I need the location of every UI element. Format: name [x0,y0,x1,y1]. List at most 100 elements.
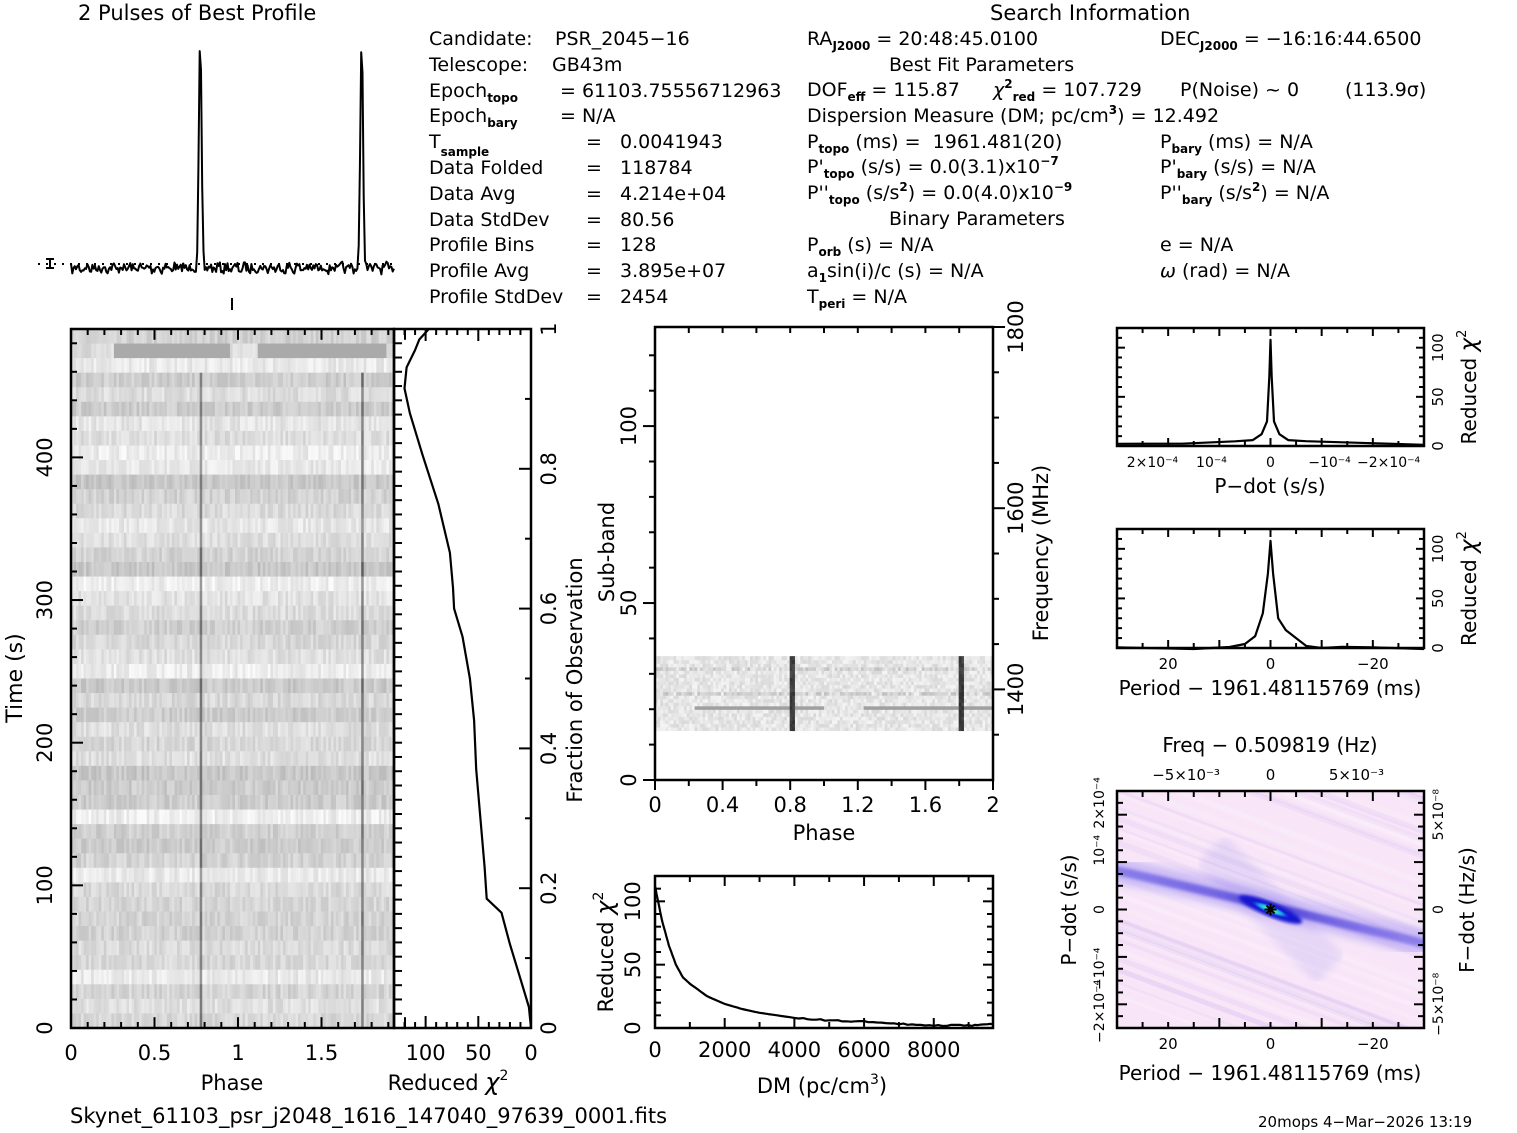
heatmap-cell [298,736,302,752]
heatmap-cell [335,736,340,752]
heatmap-cell [346,401,350,417]
heatmap-cell [166,853,171,869]
heatmap-cell [192,358,196,374]
heatmap-cell [245,780,249,796]
heatmap-cell [93,867,97,883]
heatmap-cell [156,838,160,854]
heatmap-cell [373,372,377,388]
heatmap-cell [363,532,367,549]
heatmap-cell [288,838,292,854]
heatmap-cell [161,503,165,519]
heatmap-cell [86,358,90,374]
heatmap-cell [250,605,254,621]
heatmap-cell [222,867,226,883]
heatmap-cell [255,678,259,694]
heatmap-cell [174,387,178,403]
heatmap-cell [93,576,97,592]
heatmap-cell [98,445,102,461]
heatmap-cell [366,620,370,636]
heatmap-cell [98,474,102,490]
heatmap-cell [335,372,340,388]
heatmap-cell [111,503,115,519]
heatmap-cell [219,663,224,680]
heatmap-cell [240,809,244,825]
heatmap-cell [346,474,350,490]
heatmap-cell [315,853,319,869]
heatmap-cell [164,489,168,505]
heatmap-cell [378,489,382,505]
heatmap-cell [262,372,266,388]
heatmap-cell [219,343,224,359]
heatmap-cell [373,518,377,534]
heatmap-cell [338,532,342,549]
heatmap-cell [136,547,140,563]
heatmap-cell [237,809,241,825]
heatmap-cell [131,474,135,490]
heatmap-cell [361,416,365,432]
heatmap-cell [151,547,155,563]
heatmap-cell [194,824,198,840]
heatmap-cell [229,460,234,476]
baseline-dot [150,263,152,265]
heatmap-cell [378,620,382,636]
heatmap-cell [320,663,324,680]
heatmap-cell [328,795,332,811]
heatmap-cell [187,518,191,534]
heatmap-cell [199,445,203,461]
heatmap-cell [171,372,176,388]
heatmap-cell [227,430,231,447]
heatmap-cell [164,751,168,767]
heatmap-cell [267,503,271,519]
heatmap-cell [91,765,95,782]
heatmap-cell [275,853,279,869]
heatmap-cell [285,562,289,578]
heatmap-cell [73,562,77,578]
heatmap-cell [262,780,266,796]
heatmap-cell [88,532,92,549]
heatmap-cell [341,387,345,403]
heatmap-cell [136,693,140,709]
heatmap-cell [267,678,271,694]
heatmap-cell [346,693,350,709]
heatmap-cell [108,576,112,592]
heatmap-cell [378,780,382,796]
heatmap-cell [141,518,145,534]
heatmap-cell [161,591,165,607]
heatmap-cell [388,387,393,403]
heatmap-cell [199,649,203,665]
heatmap-cell [383,329,388,345]
heatmap-cell [255,591,259,607]
heatmap-cell [151,343,155,359]
heatmap-cell [207,445,211,461]
heatmap-cell [141,329,145,345]
heatmap-cell [76,474,80,490]
heatmap-cell [288,460,292,476]
heatmap-cell [229,430,234,447]
heatmap-cell [144,649,148,665]
heatmap-cell [103,751,107,767]
heatmap-cell [245,518,249,534]
heatmap-cell [293,736,297,752]
heatmap-cell [262,736,266,752]
heatmap-cell [245,445,249,461]
heatmap-cell [116,445,120,461]
heatmap-cell [328,693,332,709]
heatmap-cell [383,809,388,825]
heatmap-cell [91,882,95,898]
heatmap-cell [182,707,186,723]
heatmap-cell [293,605,297,621]
heatmap-cell [298,605,302,621]
heatmap-cell [245,824,249,840]
heatmap-cell [353,736,357,752]
heatmap-cell [91,416,95,432]
heatmap-cell [353,809,357,825]
heatmap-cell [351,547,355,563]
heatmap-cell [262,693,266,709]
heatmap-cell [169,838,173,854]
heatmap-cell [222,474,226,490]
heatmap-cell [139,591,143,607]
heatmap-cell [328,649,332,665]
heatmap-cell [141,401,145,417]
heatmap-cell [282,751,287,767]
heatmap-cell [139,824,143,840]
